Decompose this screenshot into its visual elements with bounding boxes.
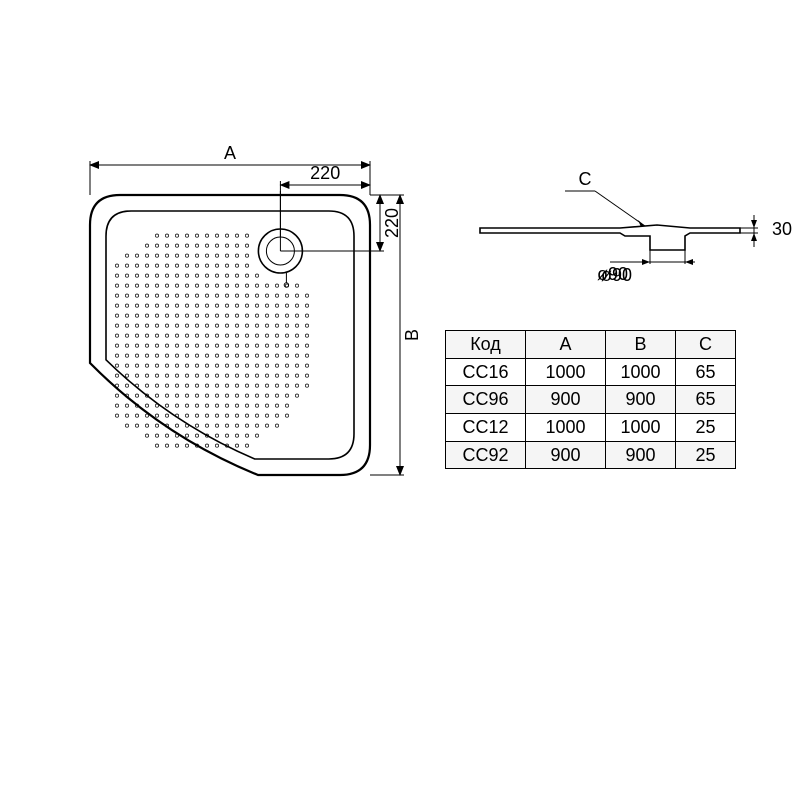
table-cell: 1000 — [606, 414, 676, 442]
table-cell: 25 — [676, 414, 736, 442]
svg-text:B: B — [402, 329, 422, 341]
table-header-cell: Код — [446, 331, 526, 359]
diagram-stage: A220B220Cø90ø9030 КодABCCC161000100065CC… — [0, 0, 800, 800]
svg-text:30: 30 — [772, 219, 792, 239]
table-cell: 900 — [526, 386, 606, 414]
table-row: CC121000100025 — [446, 414, 736, 442]
table-row: CC161000100065 — [446, 358, 736, 386]
svg-text:ø90: ø90 — [597, 264, 628, 284]
table-cell: 65 — [676, 358, 736, 386]
table-row: CC9690090065 — [446, 386, 736, 414]
table-cell: 900 — [606, 441, 676, 469]
table-header-cell: C — [676, 331, 736, 359]
svg-text:A: A — [224, 143, 236, 163]
table-cell: 1000 — [526, 358, 606, 386]
table-cell: 1000 — [526, 414, 606, 442]
table-header-cell: A — [526, 331, 606, 359]
svg-text:220: 220 — [382, 208, 402, 238]
table-header-cell: B — [606, 331, 676, 359]
svg-text:220: 220 — [310, 163, 340, 183]
table-cell: 25 — [676, 441, 736, 469]
table-cell: 900 — [526, 441, 606, 469]
dimension-table: КодABCCC161000100065CC9690090065CC121000… — [445, 330, 736, 469]
svg-text:C: C — [579, 169, 592, 189]
table-header-row: КодABC — [446, 331, 736, 359]
table-cell: CC92 — [446, 441, 526, 469]
table-cell: CC16 — [446, 358, 526, 386]
table-cell: CC96 — [446, 386, 526, 414]
table-cell: 1000 — [606, 358, 676, 386]
table-cell: 900 — [606, 386, 676, 414]
table-cell: CC12 — [446, 414, 526, 442]
table-cell: 65 — [676, 386, 736, 414]
table-row: CC9290090025 — [446, 441, 736, 469]
